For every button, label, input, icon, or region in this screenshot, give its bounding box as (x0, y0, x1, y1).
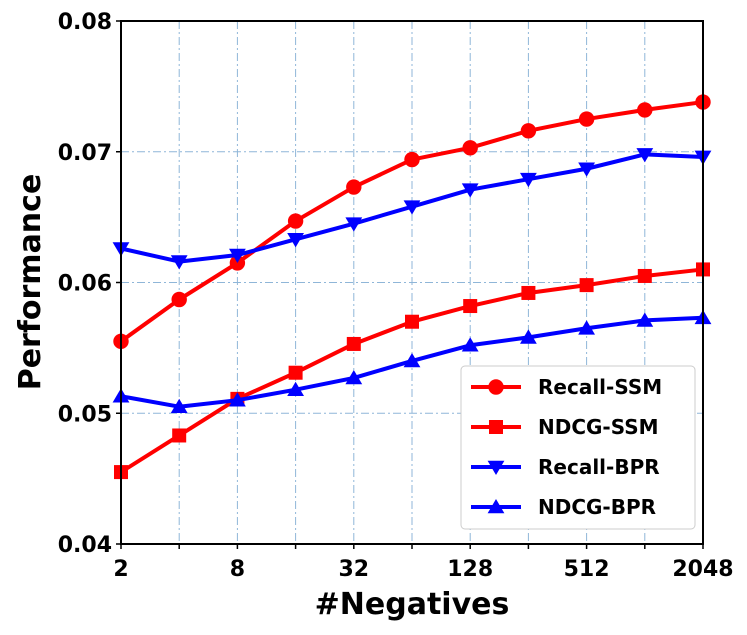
legend-item-recall-ssm: Recall-SSM (471, 375, 662, 399)
data-point-ndcg-bpr (403, 352, 421, 368)
y-tick-label: 0.06 (58, 272, 112, 297)
legend-marker (487, 460, 505, 475)
data-point-recall-ssm (637, 102, 653, 118)
data-point-ndcg-bpr (461, 337, 479, 352)
x-tick-label: 128 (447, 557, 493, 582)
legend-marker (488, 379, 504, 395)
y-tick-label: 0.04 (58, 533, 112, 558)
data-point-ndcg-ssm (288, 365, 303, 380)
data-point-ndcg-bpr (578, 320, 595, 335)
data-point-recall-bpr (520, 172, 537, 188)
series-layer (112, 94, 712, 480)
x-tick-label: 8 (230, 557, 245, 582)
data-point-recall-bpr (229, 248, 246, 264)
data-point-ndcg-bpr (287, 381, 304, 397)
legend-label: NDCG-SSM (538, 415, 659, 439)
legend-label: Recall-SSM (538, 375, 662, 399)
legend-label: NDCG-BPR (538, 495, 656, 519)
legend-marker (487, 499, 505, 514)
ticks: 2 8 32 128 512 2048 0.04 0.05 0.06 0.07 0.08 (58, 10, 734, 582)
data-point-ndcg-bpr (636, 312, 654, 327)
data-point-recall-ssm (346, 179, 362, 195)
data-point-recall-bpr (287, 233, 304, 248)
data-point-ndcg-ssm (579, 278, 594, 293)
x-tick-label: 32 (338, 557, 369, 582)
y-axis-title: Performance (13, 174, 48, 391)
data-point-recall-ssm (578, 111, 595, 127)
y-tick-label: 0.05 (58, 402, 112, 427)
data-point-recall-bpr (636, 148, 654, 163)
data-point-ndcg-bpr (170, 398, 188, 414)
data-point-ndcg-bpr (520, 329, 537, 344)
y-tick-label: 0.08 (58, 10, 112, 35)
legend-box (460, 365, 696, 530)
data-point-ndcg-bpr (229, 392, 246, 407)
data-point-recall-bpr (578, 162, 595, 177)
data-point-recall-bpr (345, 217, 363, 232)
x-tick-label: 512 (564, 557, 610, 582)
data-point-recall-bpr (403, 200, 421, 215)
legend-marker (489, 420, 503, 434)
legend: Recall-SSM NDCG-SSM Recall-BPR NDCG-BPR (460, 365, 696, 530)
data-point-recall-ssm (520, 123, 537, 139)
series-ndcg-bpr (112, 309, 712, 414)
data-point-recall-ssm (404, 151, 420, 168)
data-point-ndcg-ssm (637, 268, 652, 283)
data-point-ndcg-ssm (405, 314, 419, 329)
data-point-ndcg-ssm (346, 336, 361, 351)
y-tick-label: 0.07 (58, 141, 112, 166)
data-point-ndcg-ssm (521, 285, 536, 300)
series-recall-bpr (112, 148, 712, 270)
data-point-recall-ssm (462, 140, 478, 156)
data-point-recall-bpr (170, 255, 188, 270)
x-tick-label: 2048 (672, 557, 733, 582)
legend-label: Recall-BPR (538, 455, 660, 479)
data-point-recall-bpr (461, 183, 479, 198)
legend-item-ndcg-ssm: NDCG-SSM (471, 415, 659, 439)
data-point-recall-ssm (287, 213, 304, 229)
x-tick-label: 2 (113, 557, 128, 582)
data-point-recall-ssm (171, 291, 187, 308)
data-point-ndcg-ssm (463, 299, 478, 314)
legend-item-recall-bpr: Recall-BPR (471, 455, 660, 479)
data-point-ndcg-ssm (172, 428, 187, 443)
x-axis-title: #Negatives (315, 587, 510, 622)
data-point-ndcg-bpr (345, 369, 363, 385)
series-recall-ssm (113, 94, 711, 350)
legend-item-ndcg-bpr: NDCG-BPR (471, 495, 656, 519)
